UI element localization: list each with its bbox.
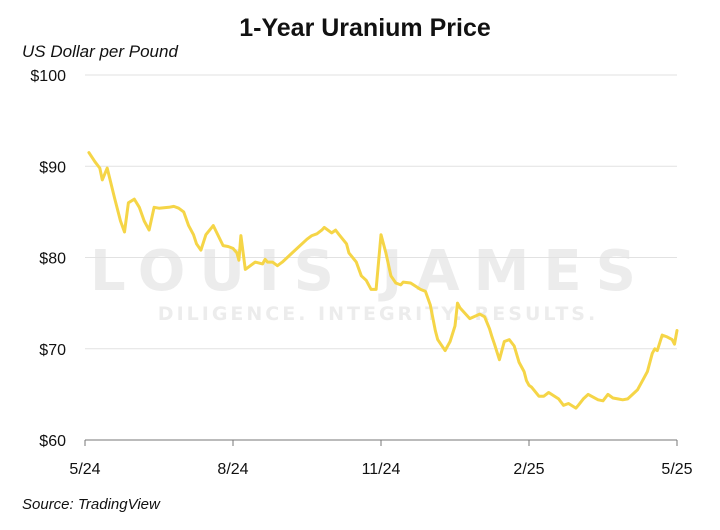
x-tick-label: 8/24 (217, 461, 248, 478)
x-tick-labels: 5/24 8/24 11/24 2/25 5/25 (69, 461, 692, 478)
y-tick-label: $80 (39, 251, 66, 268)
y-tick-labels: $100 $90 $80 $70 $60 (30, 68, 66, 450)
grid-lines (85, 74, 677, 350)
price-series-line (87, 151, 679, 410)
x-tick-label: 11/24 (362, 461, 401, 478)
y-tick-label: $70 (39, 342, 66, 359)
y-tick-label: $90 (39, 159, 66, 176)
axes (84, 439, 678, 446)
series-layer (87, 151, 679, 410)
x-tick-label: 5/24 (69, 461, 100, 478)
y-axis-label: US Dollar per Pound (22, 42, 178, 61)
chart-title: 1-Year Uranium Price (239, 14, 491, 42)
x-tick-label: 5/25 (661, 461, 692, 478)
watermark-tagline: DILIGENCE. INTEGRITY. RESULTS. (158, 303, 598, 325)
x-tick-label: 2/25 (513, 461, 544, 478)
watermark: LOUIS JAMES DILIGENCE. INTEGRITY. RESULT… (90, 239, 650, 325)
y-tick-label: $60 (39, 433, 66, 450)
y-tick-label: $100 (30, 68, 66, 85)
source-note: Source: TradingView (22, 496, 160, 513)
watermark-brand: LOUIS JAMES (90, 239, 650, 304)
